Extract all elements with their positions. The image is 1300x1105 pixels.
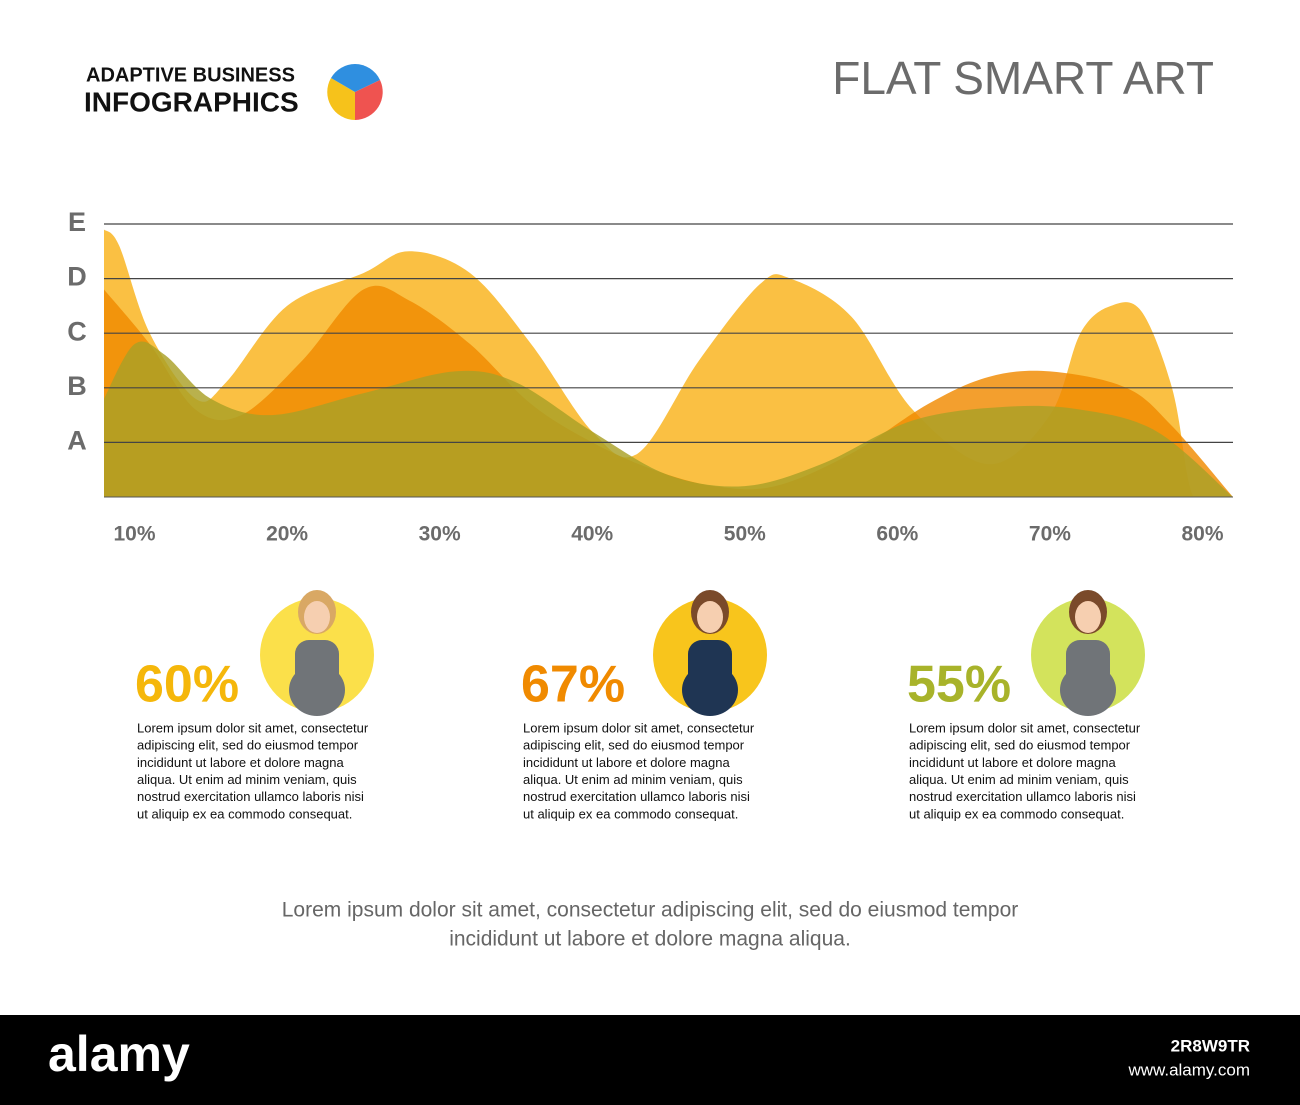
y-tick-label: D xyxy=(67,262,87,292)
card-body-line: adipiscing elit, sed do eiusmod tempor xyxy=(523,738,745,753)
watermark-brand: alamy xyxy=(48,1026,190,1082)
brand-line1: ADAPTIVE BUSINESS xyxy=(86,64,295,86)
x-tick-label: 30% xyxy=(419,523,461,546)
avatar-face xyxy=(697,601,723,633)
card-body-line: Lorem ipsum dolor sit amet, consectetur xyxy=(523,720,755,735)
x-tick-label: 10% xyxy=(113,523,155,546)
card-body-line: Lorem ipsum dolor sit amet, consectetur xyxy=(137,720,369,735)
y-tick-label: A xyxy=(67,426,87,456)
cards: 60% Lorem ipsum dolor sit amet, consectet… xyxy=(135,590,1145,821)
card-body-line: nostrud exercitation ullamco laboris nis… xyxy=(909,789,1136,804)
card-percent: 55% xyxy=(907,656,1011,714)
watermark-id: 2R8W9TR xyxy=(1171,1036,1250,1055)
x-tick-label: 70% xyxy=(1029,523,1071,546)
x-tick-label: 60% xyxy=(876,523,918,546)
card-percent: 60% xyxy=(135,656,239,714)
card-body-line: adipiscing elit, sed do eiusmod tempor xyxy=(909,738,1131,753)
x-tick-label: 80% xyxy=(1181,523,1223,546)
card-body-line: ut aliquip ex ea commodo consequat. xyxy=(909,806,1124,821)
card-body-line: Lorem ipsum dolor sit amet, consectetur xyxy=(909,720,1141,735)
card-body-line: incididunt ut labore et dolore magna xyxy=(523,755,730,770)
x-tick-label: 20% xyxy=(266,523,308,546)
footer: Lorem ipsum dolor sit amet, consectetur … xyxy=(282,899,1019,951)
avatar-face xyxy=(304,601,330,633)
card-body-line: aliqua. Ut enim ad minim veniam, quis xyxy=(137,772,357,787)
footer-line: Lorem ipsum dolor sit amet, consectetur … xyxy=(282,899,1019,922)
avatar-torso xyxy=(295,640,339,712)
card-body-line: aliqua. Ut enim ad minim veniam, quis xyxy=(523,772,743,787)
card-body-line: aliqua. Ut enim ad minim veniam, quis xyxy=(909,772,1129,787)
card-body-line: incididunt ut labore et dolore magna xyxy=(137,755,344,770)
y-tick-label: C xyxy=(67,316,87,346)
card-body-line: incididunt ut labore et dolore magna xyxy=(909,755,1116,770)
card-body-line: ut aliquip ex ea commodo consequat. xyxy=(137,806,352,821)
card-body-line: adipiscing elit, sed do eiusmod tempor xyxy=(137,738,359,753)
x-tick-label: 40% xyxy=(571,523,613,546)
watermark-url: www.alamy.com xyxy=(1127,1060,1250,1079)
footer-line: incididunt ut labore et dolore magna ali… xyxy=(449,928,851,951)
avatar-torso xyxy=(688,640,732,712)
watermark-bar xyxy=(0,1015,1300,1105)
brand-line2: INFOGRAPHICS xyxy=(84,86,299,117)
area xyxy=(104,341,1233,497)
card-percent: 67% xyxy=(521,656,625,714)
y-tick-label: B xyxy=(67,371,87,401)
x-tick-label: 50% xyxy=(724,523,766,546)
y-tick-label: E xyxy=(68,207,86,237)
card-body-line: nostrud exercitation ullamco laboris nis… xyxy=(137,789,364,804)
card-body-line: ut aliquip ex ea commodo consequat. xyxy=(523,806,738,821)
avatar-face xyxy=(1075,601,1101,633)
avatar-torso xyxy=(1066,640,1110,712)
logo xyxy=(327,64,383,120)
card-body-line: nostrud exercitation ullamco laboris nis… xyxy=(523,789,750,804)
page-title: FLAT SMART ART xyxy=(832,52,1214,104)
